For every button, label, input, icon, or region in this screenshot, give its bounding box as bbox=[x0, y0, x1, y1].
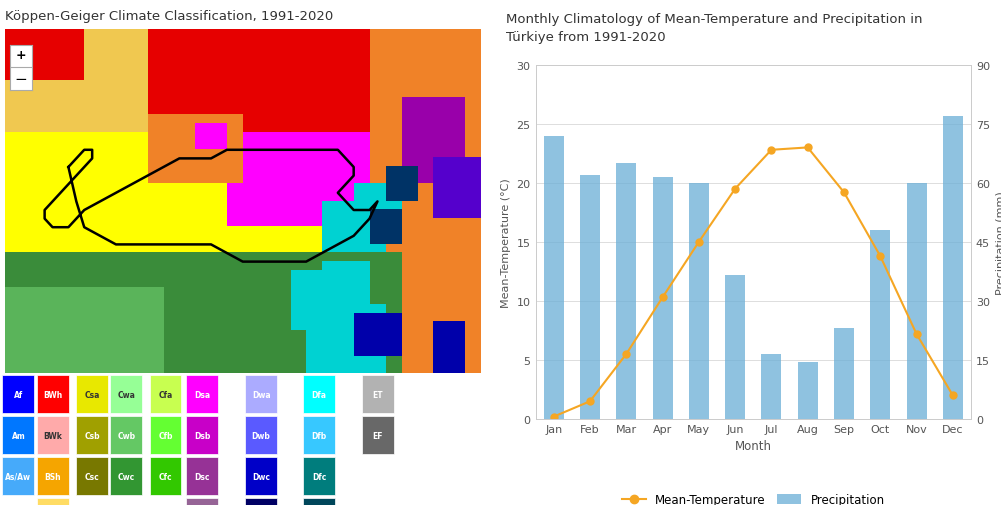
Legend: Mean-Temperature, Precipitation: Mean-Temperature, Precipitation bbox=[618, 489, 889, 505]
Text: BWh: BWh bbox=[43, 390, 62, 399]
Y-axis label: Precipitation (mm): Precipitation (mm) bbox=[996, 190, 1001, 294]
Text: Cwb: Cwb bbox=[117, 431, 135, 440]
Text: Dwc: Dwc bbox=[252, 472, 270, 481]
Text: Dsa: Dsa bbox=[194, 390, 210, 399]
Bar bbox=[653, 178, 673, 419]
Text: Dfc: Dfc bbox=[312, 472, 326, 481]
Bar bbox=[725, 276, 745, 419]
Text: Cfc: Cfc bbox=[159, 472, 172, 481]
Bar bbox=[689, 183, 709, 419]
Text: Dfb: Dfb bbox=[311, 431, 326, 440]
Text: As/Aw: As/Aw bbox=[5, 472, 31, 481]
Bar bbox=[149, 376, 181, 414]
Text: Dwb: Dwb bbox=[251, 431, 270, 440]
Text: Af: Af bbox=[14, 390, 23, 399]
Text: Cfa: Cfa bbox=[158, 390, 172, 399]
Bar bbox=[303, 416, 335, 455]
Text: Monthly Climatology of Mean-Temperature and Precipitation in
Türkiye from 1991-2: Monthly Climatology of Mean-Temperature … bbox=[506, 13, 922, 43]
Text: Csb: Csb bbox=[84, 431, 100, 440]
Bar bbox=[303, 458, 335, 495]
Bar bbox=[37, 458, 69, 495]
Bar bbox=[2, 416, 34, 455]
Bar bbox=[362, 376, 393, 414]
Bar bbox=[303, 498, 335, 505]
Bar bbox=[834, 329, 854, 419]
Bar bbox=[907, 183, 927, 419]
Bar bbox=[362, 416, 393, 455]
Bar bbox=[110, 376, 142, 414]
Text: Cwa: Cwa bbox=[117, 390, 135, 399]
Bar bbox=[798, 362, 818, 419]
Text: Cfb: Cfb bbox=[158, 431, 173, 440]
Text: Dfa: Dfa bbox=[311, 390, 326, 399]
Text: Köppen-Geiger Climate Classification, 1991-2020: Köppen-Geiger Climate Classification, 19… bbox=[5, 10, 333, 23]
Text: BWk: BWk bbox=[43, 431, 62, 440]
Bar bbox=[186, 376, 218, 414]
Bar bbox=[580, 176, 600, 419]
Bar bbox=[186, 458, 218, 495]
Text: Csc: Csc bbox=[85, 472, 99, 481]
Bar bbox=[245, 376, 277, 414]
Bar bbox=[2, 458, 34, 495]
Text: +: + bbox=[16, 49, 26, 62]
Text: Am: Am bbox=[12, 431, 25, 440]
Bar bbox=[37, 416, 69, 455]
X-axis label: Month: Month bbox=[735, 439, 772, 452]
Bar bbox=[245, 498, 277, 505]
Bar bbox=[870, 231, 890, 419]
Bar bbox=[149, 416, 181, 455]
Bar bbox=[544, 136, 564, 419]
Bar bbox=[2, 376, 34, 414]
Text: BSh: BSh bbox=[44, 472, 61, 481]
Bar bbox=[617, 164, 637, 419]
Text: Csa: Csa bbox=[84, 390, 100, 399]
Bar bbox=[110, 458, 142, 495]
Bar bbox=[149, 458, 181, 495]
Y-axis label: Mean-Temperature (°C): Mean-Temperature (°C) bbox=[500, 178, 511, 307]
Bar bbox=[110, 416, 142, 455]
Bar bbox=[76, 376, 108, 414]
Text: Dsc: Dsc bbox=[194, 472, 210, 481]
Text: Cwc: Cwc bbox=[118, 472, 135, 481]
Bar bbox=[76, 416, 108, 455]
Bar bbox=[245, 416, 277, 455]
Text: EF: EF bbox=[372, 431, 383, 440]
Text: ET: ET bbox=[372, 390, 383, 399]
Text: −: − bbox=[15, 72, 27, 87]
Text: Dsb: Dsb bbox=[194, 431, 210, 440]
Bar bbox=[76, 458, 108, 495]
Text: Dwa: Dwa bbox=[252, 390, 270, 399]
Bar bbox=[37, 376, 69, 414]
Bar bbox=[37, 498, 69, 505]
Bar bbox=[943, 117, 963, 419]
Bar bbox=[186, 416, 218, 455]
Bar bbox=[762, 355, 782, 419]
Bar bbox=[303, 376, 335, 414]
Bar bbox=[186, 498, 218, 505]
Bar bbox=[245, 458, 277, 495]
